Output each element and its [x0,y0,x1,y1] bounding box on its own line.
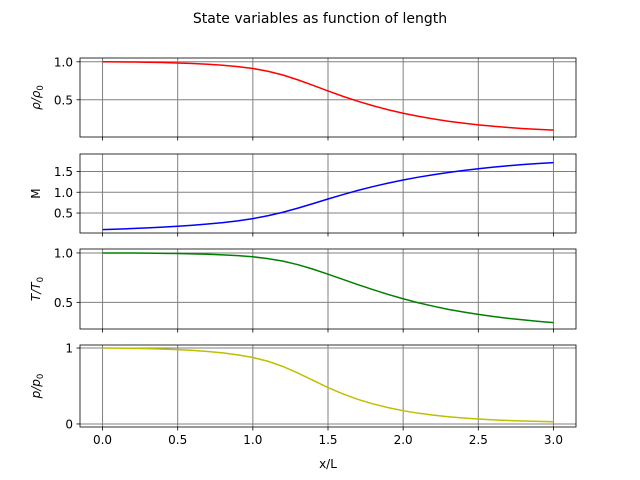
y-tick-label: 0.5 [54,93,73,107]
y-axis-label-main: M [29,188,43,198]
axes-frame [79,344,577,428]
y-tick-label: 0.5 [54,296,73,310]
y-axis-label: T/T0 [29,277,46,301]
y-tick-label: 0 [65,417,73,431]
y-tick-label: 1.5 [54,165,73,179]
y-axis-label-subscript: 0 [36,85,46,90]
series-line-3 [102,252,554,324]
x-tick-label: 2.0 [394,433,413,447]
series-line-4 [102,347,554,423]
y-axis-label: p/p0 [29,374,46,400]
y-tick-label: 1.0 [54,186,73,200]
x-tick-label: 0.5 [168,433,187,447]
chart-title: State variables as function of length [193,11,447,27]
panel-2: 0.5 1.0 1.5 M [29,153,577,237]
panels-group: 0.51.0ρ/ρ00.51.01.5M0.51.0T/T00.0 0.5 1.0 1… [29,55,577,447]
y-axis-label-subscript: 0 [36,374,46,379]
y-axis-label-main: ρ/ρ [29,90,43,110]
y-axis-label-main: T/T [29,281,43,301]
panel-1: 0.5 1.0 ρ/ρ0 [29,55,577,141]
x-tick-label: 1.5 [318,433,337,447]
y-tick-label: 0.5 [54,207,73,221]
series-line-2 [102,161,554,231]
x-tick-label: 2.5 [469,433,488,447]
x-tick-label: 0.0 [93,433,112,447]
panel-3: 0.5 1.0 T/T0 [29,246,577,333]
x-tick-label: 1.0 [243,433,262,447]
y-axis-label-main: p/p [29,379,43,400]
x-axis-label: x/L [319,457,337,471]
axes-frame [79,248,577,330]
x-tick-label: 3.0 [544,433,563,447]
y-tick-label: 1 [65,342,73,356]
y-axis-label: ρ/ρ0 [29,85,46,110]
y-tick-label: 1.0 [54,246,73,260]
y-tick-label: 1.0 [54,55,73,69]
axes-frame [79,57,577,138]
y-axis-label: M [29,188,43,198]
axes-frame [79,153,577,234]
y-axis-label-subscript: 0 [36,277,46,282]
series-line-1 [102,61,554,131]
